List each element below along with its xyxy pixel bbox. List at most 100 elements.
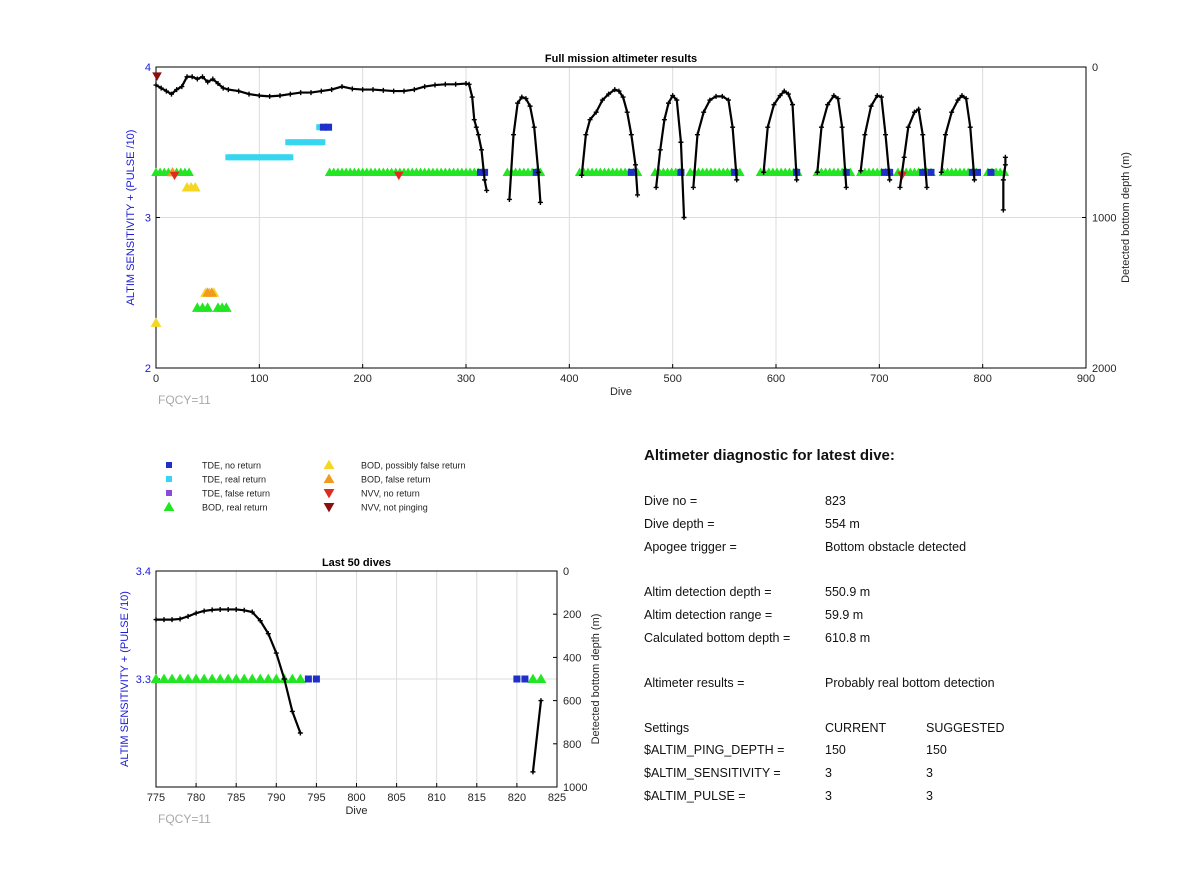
dive-depth-profile-point — [883, 132, 889, 138]
dive-depth-profile-point — [790, 102, 796, 108]
bod-real-marker — [182, 673, 194, 684]
tde-real-marker — [250, 154, 257, 161]
depth-line-point — [469, 94, 475, 100]
dive-depth-profile-point — [781, 88, 787, 94]
tde-real-marker — [271, 154, 278, 161]
tde-no-marker — [919, 168, 927, 176]
x-tick-label: 795 — [307, 792, 325, 804]
diagnostic-label: Dive no = — [644, 494, 698, 508]
depth-line-point — [277, 93, 283, 99]
dive-depth-profile-point — [632, 162, 638, 168]
x-axis-label: Dive — [610, 386, 632, 398]
dive-depth-profile-point — [959, 93, 965, 99]
tde-real-marker — [313, 139, 320, 146]
depth-line-latest — [531, 700, 543, 773]
dive-depth-profile-point — [612, 87, 618, 93]
tde-real-marker — [274, 154, 281, 161]
x-tick-label: 825 — [548, 792, 566, 804]
depth-line-point — [184, 74, 190, 80]
depth-line-point — [185, 613, 191, 619]
y-tick-label: 4 — [145, 62, 151, 74]
y-right-tick-label: 1000 — [563, 782, 587, 794]
dive-depth-profile-point — [785, 91, 791, 97]
dive-depth-profile-point — [1000, 207, 1006, 213]
diagnostic-value: Bottom obstacle detected — [825, 540, 967, 554]
depth-line-point — [267, 93, 273, 99]
last-50-dives-chart: 775 780 785 790 795 800 805 810 815 820 825 3.3 3.4 0… — [119, 557, 602, 826]
legend-marker — [323, 459, 335, 470]
depth-line-point — [257, 618, 263, 624]
y-right-axis-label: Detected bottom depth (m) — [590, 614, 602, 745]
x-tick-label: 500 — [663, 373, 681, 385]
dive-depth-profile-point — [628, 132, 634, 138]
dive-depth-profile-point — [901, 154, 907, 160]
tde-real-marker — [228, 154, 235, 161]
bod-real-marker — [184, 167, 194, 176]
bod-real-marker — [238, 673, 250, 684]
tde-real-marker — [259, 154, 266, 161]
diagnostic-value: 554 m — [825, 517, 860, 531]
depth-line-point — [281, 676, 287, 682]
tde-real-marker — [265, 154, 272, 161]
legend-label: TDE, no return — [202, 461, 261, 471]
dive-depth-profile-point — [519, 94, 525, 100]
tde-no-marker — [312, 675, 320, 683]
tde-no-marker — [304, 675, 312, 683]
tde-no-marker — [627, 168, 635, 176]
x-tick-label: 600 — [767, 373, 785, 385]
dive-depth-profile-point — [942, 132, 948, 138]
dive-depth-profile — [1002, 157, 1007, 210]
tde-real-marker — [294, 139, 301, 146]
legend-marker — [323, 488, 335, 499]
tde-real-marker — [319, 139, 326, 146]
x-tick-label: 785 — [227, 792, 245, 804]
dive-depth-profile-point — [765, 124, 771, 130]
depth-line-point — [349, 86, 355, 92]
bod-real-marker — [230, 673, 242, 684]
settings-current-header: CURRENT — [825, 721, 887, 735]
legend-marker — [163, 501, 175, 512]
bod-possibly-false-marker — [150, 317, 162, 327]
depth-line-point — [205, 79, 211, 85]
tde-real-marker — [247, 154, 254, 161]
bod-real-marker — [527, 673, 539, 684]
dive-depth-profile-point — [670, 93, 676, 99]
x-tick-label: 100 — [250, 373, 268, 385]
depth-line-point — [463, 81, 469, 87]
dive-depth-profile-point — [506, 196, 512, 202]
legend-label: TDE, false return — [202, 489, 270, 499]
depth-line-point — [189, 74, 195, 80]
dive-depth-profile-point — [531, 124, 537, 130]
depth-line-point — [265, 631, 271, 637]
dive-depth-profile-point — [794, 177, 800, 183]
depth-line-point — [318, 88, 324, 94]
bod-real-marker — [214, 673, 226, 684]
tde-no-marker — [968, 168, 976, 176]
dive-depth-profile-point — [761, 169, 767, 175]
setting-suggested-value: 3 — [926, 789, 933, 803]
dive-depth-profile-point — [537, 199, 543, 205]
depth-line-point — [473, 124, 479, 130]
dive-depth-profile-point — [661, 117, 667, 123]
bod-real-marker — [222, 673, 234, 684]
tde-real-marker — [262, 154, 269, 161]
y-right-tick-label: 600 — [563, 696, 581, 708]
depth-line-point — [401, 88, 407, 94]
tde-no-marker — [987, 168, 995, 176]
bod-real-marker — [262, 673, 274, 684]
dive-depth-profile-point — [911, 109, 917, 115]
dive-depth-profile-point — [916, 106, 922, 112]
x-tick-label: 200 — [353, 373, 371, 385]
nvv-not-pinging-marker — [152, 72, 162, 81]
y-right-tick-label: 0 — [563, 566, 569, 578]
dive-depth-profile — [508, 95, 542, 203]
tde-real-marker — [310, 139, 317, 146]
dive-depth-profile-point — [681, 215, 687, 220]
x-tick-label: 805 — [387, 792, 405, 804]
depth-line-point — [475, 132, 481, 138]
depth-line-point — [246, 91, 252, 97]
depth-line-point — [273, 650, 279, 656]
bod-real-marker — [535, 673, 547, 684]
tde-real-marker — [306, 139, 313, 146]
x-tick-label: 790 — [267, 792, 285, 804]
